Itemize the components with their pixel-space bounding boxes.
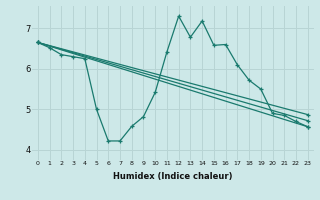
X-axis label: Humidex (Indice chaleur): Humidex (Indice chaleur) <box>113 172 233 181</box>
